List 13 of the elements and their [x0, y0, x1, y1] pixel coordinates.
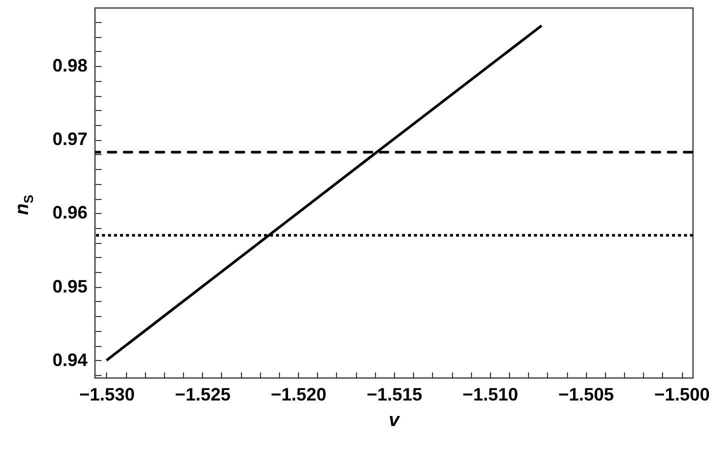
- x-tick-label: −1.510: [462, 384, 518, 404]
- x-tick-label: −1.515: [366, 384, 422, 404]
- y-tick-label: 0.96: [52, 202, 88, 223]
- x-axis-title: v: [388, 410, 401, 432]
- x-tick-label: −1.500: [654, 384, 710, 404]
- y-tick-label: 0.97: [52, 129, 88, 150]
- x-tick-label: −1.530: [79, 384, 135, 404]
- x-tick-label: −1.505: [558, 384, 614, 404]
- x-tick-label: −1.520: [270, 384, 326, 404]
- y-tick-label: 0.94: [52, 350, 88, 370]
- x-tick-label: −1.525: [175, 384, 231, 404]
- y-tick-label: 0.95: [52, 276, 88, 296]
- y-tick-label: 0.98: [52, 56, 88, 76]
